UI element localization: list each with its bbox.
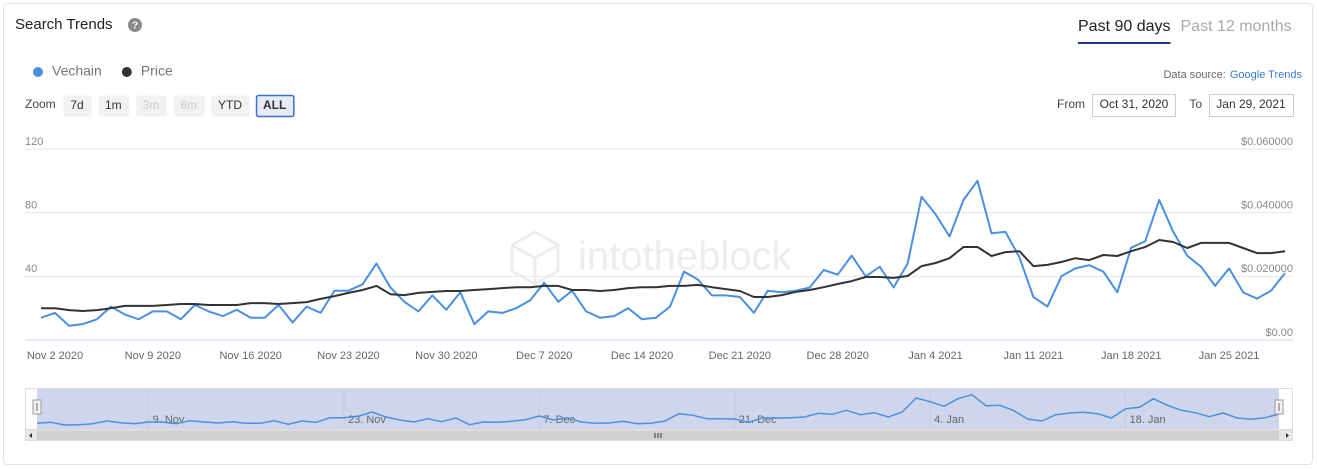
to-input[interactable] bbox=[1209, 94, 1294, 117]
navigator-tick-label: 9. Nov bbox=[153, 414, 185, 426]
zoom-button-bg bbox=[63, 95, 92, 117]
x-tick-label: Jan 4 2021 bbox=[908, 350, 962, 362]
tab[interactable]: Past 12 months bbox=[1181, 18, 1292, 35]
help-icon[interactable] bbox=[128, 18, 142, 32]
from-value[interactable]: Oct 31, 2020 bbox=[1100, 97, 1169, 111]
navigator-tick-label: 18. Jan bbox=[1129, 414, 1165, 426]
x-tick-label: Nov 16 2020 bbox=[219, 350, 281, 362]
series-line bbox=[40, 179, 1286, 327]
x-tick-label: Dec 7 2020 bbox=[516, 350, 572, 362]
zoom-button[interactable]: YTD bbox=[211, 95, 250, 117]
tab[interactable]: Past 90 days bbox=[1078, 18, 1171, 35]
y-tick-label: 80 bbox=[25, 200, 37, 212]
watermark-logo bbox=[510, 230, 560, 286]
from-label: From bbox=[1057, 97, 1085, 111]
zoom-button-label[interactable]: YTD bbox=[218, 98, 242, 112]
x-tick-label: Nov 2 2020 bbox=[27, 350, 83, 362]
zoom-button-label[interactable]: 1m bbox=[105, 98, 122, 112]
help-icon-text[interactable]: ? bbox=[132, 21, 138, 32]
x-tick-label: Dec 28 2020 bbox=[807, 350, 869, 362]
navigator-tick-label: 4. Jan bbox=[934, 414, 964, 426]
y-tick-label: 40 bbox=[25, 263, 37, 275]
from-input[interactable] bbox=[1092, 94, 1176, 117]
y2-tick-label: $0.060000 bbox=[1241, 136, 1293, 148]
x-tick-label: Dec 21 2020 bbox=[709, 350, 771, 362]
y2-tick-label: $0.020000 bbox=[1241, 263, 1293, 275]
source-label: Data source: bbox=[1163, 69, 1225, 81]
zoom-button: 6m bbox=[173, 95, 205, 117]
series-line bbox=[41, 239, 1286, 312]
zoom-button-bg bbox=[211, 95, 250, 117]
navigator-line bbox=[36, 393, 1280, 426]
x-tick-label: Nov 23 2020 bbox=[317, 350, 379, 362]
tab-underline bbox=[1078, 42, 1171, 44]
zoom-button-label[interactable]: 7d bbox=[70, 98, 83, 112]
zoom-button-label: 6m bbox=[180, 98, 197, 112]
legend-marker[interactable] bbox=[33, 67, 43, 77]
zoom-button-bg bbox=[173, 95, 205, 117]
x-tick-label: Nov 30 2020 bbox=[415, 350, 477, 362]
y2-tick-label: $0.00 bbox=[1265, 327, 1293, 339]
scrollbar-grip bbox=[654, 433, 662, 438]
x-tick-label: Jan 25 2021 bbox=[1199, 350, 1260, 362]
zoom-button[interactable]: 1m bbox=[98, 95, 130, 117]
zoom-button[interactable]: 7d bbox=[63, 95, 92, 117]
x-tick-label: Dec 14 2020 bbox=[611, 350, 673, 362]
to-label: To bbox=[1189, 97, 1202, 111]
source-link[interactable]: Google Trends bbox=[1230, 69, 1303, 81]
zoom-button: 3m bbox=[136, 95, 167, 117]
zoom-button-label[interactable]: ALL bbox=[263, 98, 286, 112]
y-tick-label: 120 bbox=[25, 136, 43, 148]
zoom-button-bg bbox=[136, 95, 167, 117]
x-tick-label: Jan 18 2021 bbox=[1101, 350, 1162, 362]
zoom-button[interactable]: ALL bbox=[255, 94, 295, 118]
legend-marker[interactable] bbox=[121, 67, 132, 77]
zoom-button-bg bbox=[98, 95, 130, 117]
zoom-button-label: 3m bbox=[143, 98, 160, 112]
x-tick-label: Nov 9 2020 bbox=[125, 350, 181, 362]
zoom-button-bg bbox=[255, 94, 295, 118]
legend-label[interactable]: Price bbox=[141, 63, 173, 79]
chart-title: Search Trends bbox=[15, 16, 113, 33]
zoom-label: Zoom bbox=[25, 97, 56, 111]
y2-tick-label: $0.040000 bbox=[1241, 200, 1293, 212]
card bbox=[3, 3, 1313, 465]
navigator-tick-label: 7. Dec bbox=[543, 414, 575, 426]
legend-label[interactable]: Vechain bbox=[52, 63, 102, 79]
x-tick-label: Jan 11 2021 bbox=[1004, 350, 1064, 362]
to-value[interactable]: Jan 29, 2021 bbox=[1216, 97, 1286, 111]
